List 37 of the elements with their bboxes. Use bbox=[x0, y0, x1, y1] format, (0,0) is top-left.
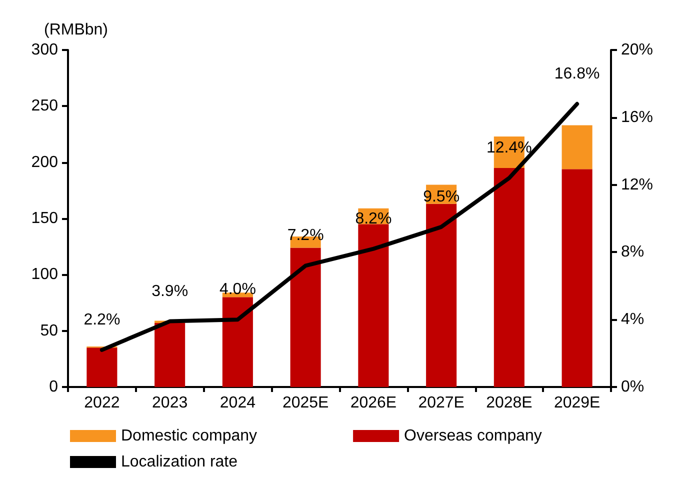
data-label: 16.8% bbox=[554, 65, 600, 82]
data-label: 2.2% bbox=[84, 311, 120, 328]
x-tick-label: 2024 bbox=[220, 394, 256, 412]
y-tick-label: 200 bbox=[31, 154, 58, 171]
y2-tick-label: 16% bbox=[621, 108, 654, 126]
bar bbox=[222, 297, 253, 387]
bar bbox=[562, 169, 592, 387]
x-tick-label: 2022 bbox=[84, 394, 120, 412]
x-tick-label: 2025E bbox=[282, 394, 329, 412]
y2-tick-label: 0% bbox=[621, 378, 644, 396]
y-tick-label: 100 bbox=[31, 266, 58, 284]
y-tick-label: 50 bbox=[40, 322, 58, 340]
bar bbox=[86, 348, 118, 387]
bar bbox=[426, 204, 457, 387]
y-tick-label: 250 bbox=[31, 98, 58, 115]
x-tick-label: 2027E bbox=[418, 394, 464, 412]
legend-label: Localization rate bbox=[121, 454, 238, 470]
y-tick-label: 150 bbox=[31, 210, 58, 227]
x-tick-label: 2028E bbox=[486, 394, 532, 412]
x-tick-label: 2023 bbox=[152, 394, 188, 412]
y2-tick-label: 8% bbox=[621, 244, 644, 261]
bar bbox=[358, 224, 389, 387]
y2-tick-label: 20% bbox=[621, 42, 654, 58]
data-label: 3.9% bbox=[152, 282, 188, 300]
bar bbox=[290, 248, 321, 387]
y2-tick-label: 12% bbox=[621, 176, 654, 194]
legend-label: Domestic company bbox=[121, 428, 258, 444]
bar bbox=[154, 322, 186, 387]
y2-tick-label: 4% bbox=[621, 311, 644, 328]
legend-label: Overseas company bbox=[404, 428, 542, 444]
y-tick-label: 0 bbox=[49, 378, 58, 396]
bar bbox=[494, 168, 524, 387]
x-tick-label: 2026E bbox=[350, 394, 397, 412]
y-tick-label: 300 bbox=[31, 42, 58, 58]
bar bbox=[562, 125, 592, 170]
y-axis-title: (RMBbn) bbox=[44, 22, 108, 38]
x-tick-label: 2029E bbox=[554, 394, 600, 412]
